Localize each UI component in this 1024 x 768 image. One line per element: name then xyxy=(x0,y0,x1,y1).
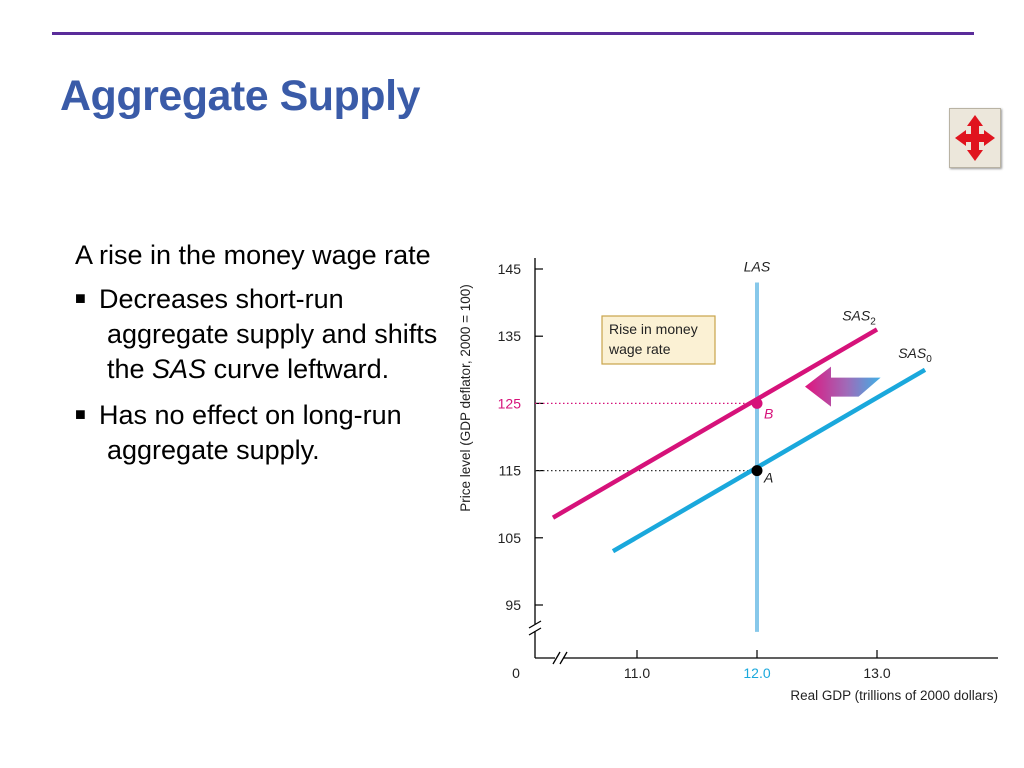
annotation-box xyxy=(601,315,716,365)
nav-button[interactable] xyxy=(949,108,1001,168)
series-label: SAS2 xyxy=(842,307,876,327)
bullet-text: Decreases short-run aggregate supply and… xyxy=(99,284,438,384)
bullet-text: Has no effect on long-run aggregate supp… xyxy=(99,400,402,465)
y-tick-label: 105 xyxy=(498,530,522,546)
x-axis-label: Real GDP (trillions of 2000 dollars) xyxy=(790,688,998,703)
slide-title: Aggregate Supply xyxy=(60,72,420,120)
bullet-text-italic: SAS xyxy=(152,354,207,384)
x-tick-label: 11.0 xyxy=(624,665,650,681)
series-label: LAS xyxy=(744,258,771,274)
equilibrium-point xyxy=(751,465,763,477)
x-tick-label: 13.0 xyxy=(863,665,890,681)
series-line xyxy=(611,367,927,554)
bullet-item: ■ Has no effect on long-run aggregate sup… xyxy=(75,397,455,468)
equilibrium-point xyxy=(751,397,763,409)
y-axis-break xyxy=(528,627,542,636)
y-tick-label: 95 xyxy=(505,597,521,613)
annotation-text: wage rate xyxy=(608,341,671,357)
x-axis-break xyxy=(559,651,568,665)
y-axis-break xyxy=(528,620,542,629)
series-line xyxy=(551,327,879,520)
y-tick-label: 115 xyxy=(499,463,522,479)
y-tick-label: 125 xyxy=(498,395,522,411)
bullet-text-end: curve leftward. xyxy=(206,354,390,384)
point-label: B xyxy=(764,405,773,421)
shift-arrow-icon xyxy=(805,366,881,407)
y-axis-label: Price level (GDP deflator, 2000 = 100) xyxy=(458,284,473,512)
four-way-arrow-icon xyxy=(955,115,995,161)
body-text: A rise in the money wage rate ■ Decreases… xyxy=(75,238,455,478)
x-tick-label: 12.0 xyxy=(743,665,770,681)
bullet-square-icon: ■ xyxy=(75,404,86,424)
title-underline xyxy=(52,32,974,35)
bullet-square-icon: ■ xyxy=(75,288,86,308)
lead-text: A rise in the money wage rate xyxy=(75,240,431,270)
series-label: SAS0 xyxy=(898,345,932,365)
bullet-item: ■ Decreases short-run aggregate supply an… xyxy=(75,281,455,387)
x-axis-break xyxy=(552,651,561,665)
point-label: A xyxy=(763,470,773,486)
origin-label: 0 xyxy=(512,665,520,681)
annotation-text: Rise in money xyxy=(609,321,698,337)
aggregate-supply-chart: 95 105 115 125 135 145 11.0 12.0 13.0 0 Real GDP (… xyxy=(458,258,998,703)
y-tick-label: 145 xyxy=(498,261,522,277)
y-tick-label: 135 xyxy=(498,328,522,344)
